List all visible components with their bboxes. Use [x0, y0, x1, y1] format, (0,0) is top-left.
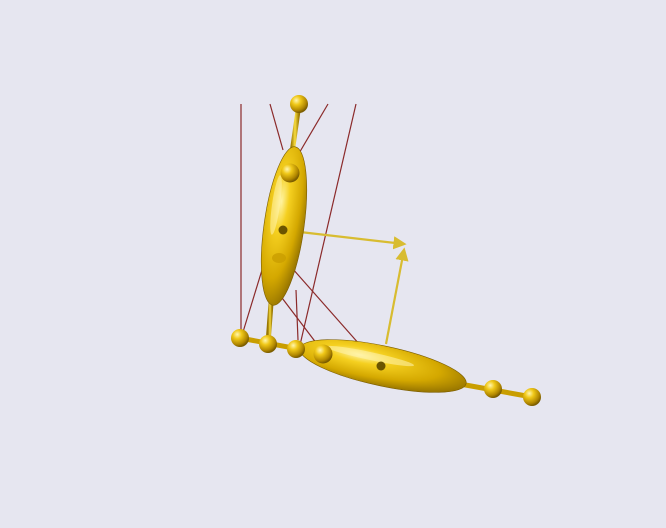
joint-sphere[interactable] — [280, 163, 300, 183]
joint-sphere[interactable] — [313, 344, 333, 364]
joint-sphere[interactable] — [290, 95, 308, 113]
tendon-line — [291, 267, 361, 346]
tendon-line — [275, 289, 321, 349]
joint-sphere[interactable] — [287, 340, 305, 358]
tendon-line — [242, 269, 263, 333]
joint-sphere[interactable] — [484, 380, 502, 398]
joint-sphere[interactable] — [259, 335, 277, 353]
vector-arrow-x — [299, 230, 407, 250]
tendon-line — [297, 103, 329, 156]
lower-segment-highlight — [325, 345, 415, 367]
joint-sphere[interactable] — [523, 388, 541, 406]
upper-segment-highlight — [270, 175, 282, 235]
joint-marker — [272, 253, 286, 263]
arrow-group — [299, 230, 409, 345]
joint-sphere[interactable] — [231, 329, 249, 347]
joint-marker — [376, 361, 386, 371]
vector-arrow-y — [384, 247, 409, 345]
tendon-line — [295, 289, 299, 341]
tendon-line — [269, 103, 284, 151]
tendon-group — [240, 103, 361, 349]
joint-marker — [278, 225, 288, 235]
sphere-group — [231, 95, 541, 406]
tendon-line — [299, 103, 357, 346]
